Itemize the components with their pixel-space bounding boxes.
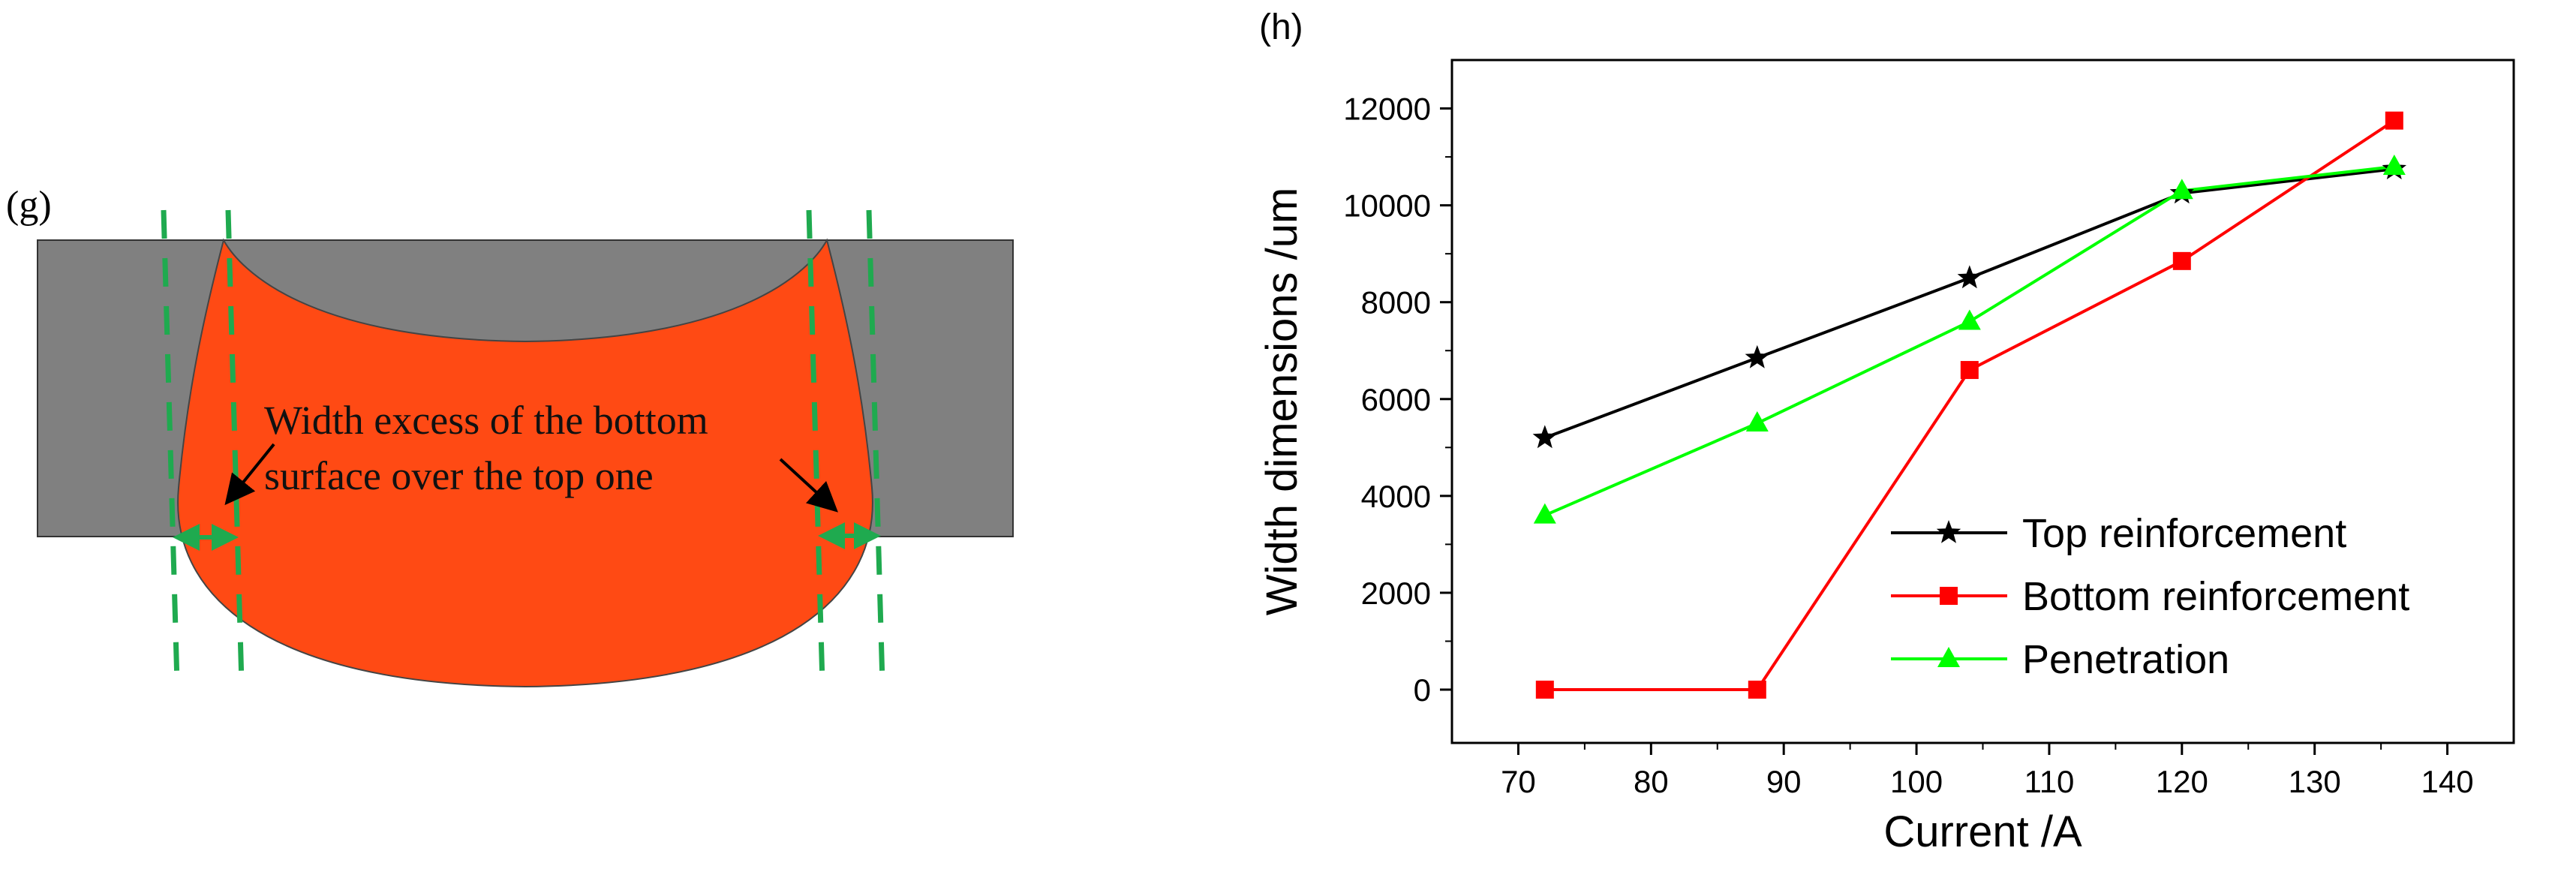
data-point-square <box>2172 251 2191 270</box>
x-tick-label: 120 <box>2156 764 2208 799</box>
x-tick-label: 90 <box>1766 764 1802 799</box>
plot-frame <box>1450 59 2515 744</box>
legend-label: Penetration <box>2022 637 2229 682</box>
y-axis-title: Width dimensions /um <box>1258 188 1306 616</box>
y-tick-label: 10000 <box>1343 188 1431 224</box>
y-tick-label: 12000 <box>1343 92 1431 127</box>
data-point-triangle <box>2170 179 2193 200</box>
axis-ticks <box>1440 107 2449 755</box>
guide-line-left-outer <box>161 209 180 684</box>
data-point-triangle <box>2382 154 2406 175</box>
x-axis-title: Current /A <box>1883 807 2082 856</box>
legend-label: Top reinforcement <box>2022 511 2346 556</box>
series-line-2 <box>1544 164 2395 517</box>
data-point-star <box>1957 265 1982 289</box>
pointer-arrow-left <box>224 443 275 506</box>
y-tick-label: 8000 <box>1361 285 1431 320</box>
width-vs-current-chart: (h) 70 80 90 100 110 120 130 140 0 2000 4000 6000 8… <box>1258 8 2515 856</box>
chart-legend: Top reinforcement Bottom reinforcement Pen… <box>1891 511 2409 682</box>
data-point-square <box>1960 361 1979 380</box>
data-point-square <box>1748 681 1766 699</box>
data-point-triangle <box>1958 309 1981 330</box>
x-tick-labels: 70 80 90 100 110 120 130 140 <box>1501 764 2474 799</box>
guide-line-left-inner <box>225 209 245 684</box>
legend-marker-triangle <box>1937 647 1960 667</box>
x-tick-label: 80 <box>1634 764 1669 799</box>
x-tick-label: 70 <box>1501 764 1536 799</box>
guide-line-right-outer <box>866 209 885 684</box>
y-tick-label: 6000 <box>1361 382 1431 417</box>
annotation-line-1: Width excess of the bottom <box>264 398 708 443</box>
data-point-star <box>1532 425 1557 449</box>
series-markers <box>1532 111 2406 699</box>
weld-cross-section-diagram: (g) Width excess of the bottom surface o… <box>6 184 1014 688</box>
y-tick-label: 4000 <box>1361 479 1431 514</box>
data-point-star <box>1745 344 1769 368</box>
x-tick-label: 110 <box>2024 764 2074 799</box>
data-point-square <box>1535 681 1554 699</box>
panel-label-h: (h) <box>1259 8 1303 47</box>
panel-label-g: (g) <box>6 184 52 227</box>
x-tick-label: 130 <box>2289 764 2341 799</box>
legend-marker-square <box>1940 587 1958 605</box>
annotation-line-2: surface over the top one <box>264 453 654 498</box>
x-tick-label: 140 <box>2421 764 2474 799</box>
width-guide-lines <box>161 209 885 684</box>
data-point-square <box>2385 111 2403 130</box>
data-point-triangle <box>1745 411 1769 432</box>
legend-label: Bottom reinforcement <box>2022 574 2409 619</box>
legend-marker-star <box>1936 520 1961 543</box>
data-point-triangle <box>1533 503 1556 524</box>
pointer-arrow-right <box>779 458 838 513</box>
series-line-0 <box>1544 167 2395 440</box>
y-tick-label: 2000 <box>1361 576 1431 611</box>
x-tick-label: 100 <box>1890 764 1943 799</box>
y-tick-label: 0 <box>1414 672 1431 708</box>
y-tick-labels: 0 2000 4000 6000 8000 10000 12000 <box>1343 92 1431 708</box>
guide-line-right-inner <box>806 209 825 684</box>
